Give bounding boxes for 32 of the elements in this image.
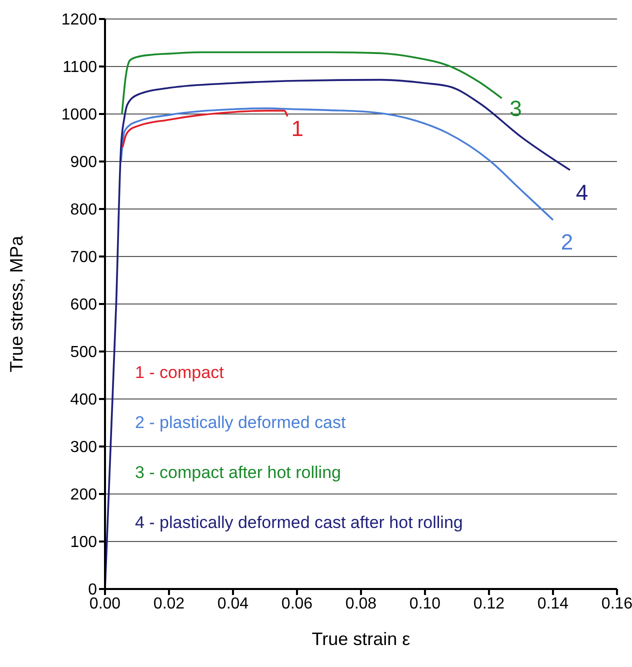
line-series <box>121 51 503 115</box>
text: 2 - plastically deformed cast <box>135 413 347 434</box>
y-tick-label: 1100 <box>62 59 98 76</box>
x-tick-label: 0.10 <box>409 595 441 612</box>
x-axis-title: True strain ε <box>312 629 410 649</box>
series-label: 4 - plastically deformed cast after hot rolling <box>135 513 463 534</box>
x-tick-label: 0.02 <box>153 595 185 612</box>
x-tick-label: 0.00 <box>89 595 121 612</box>
y-tick-label: 1200 <box>61 12 98 29</box>
x-tick-label: 0.14 <box>537 595 569 612</box>
text: 1 - compact <box>135 363 225 384</box>
y-axis-title: True stress, MPa <box>6 234 26 372</box>
x-tick-label: 0.06 <box>281 595 313 612</box>
y-tick-label: 1000 <box>61 106 98 124</box>
x-tick-label: 0.12 <box>473 595 505 612</box>
x-tick-label: 0.04 <box>217 595 249 612</box>
annotation: 2 <box>560 230 574 255</box>
line-series <box>122 110 288 148</box>
y-tick-label: 700 <box>70 249 98 266</box>
annotation: 1 <box>291 116 304 142</box>
x-tick-label: 0.16 <box>601 595 632 612</box>
annotation: 4 <box>576 180 588 205</box>
y-tick-label: 400 <box>70 392 98 409</box>
y-tick-label: 500 <box>70 344 98 362</box>
text: 3 - compact after hot rolling <box>135 463 342 484</box>
y-tick-label: 200 <box>70 486 98 504</box>
y-tick-label: 900 <box>70 154 98 172</box>
x-tick-label: 0.08 <box>345 595 377 612</box>
y-tick-label: 300 <box>70 439 98 456</box>
y-tick-label: 100 <box>70 534 98 552</box>
y-tick-label: 800 <box>70 202 98 219</box>
y-tick-label: 600 <box>70 296 98 314</box>
